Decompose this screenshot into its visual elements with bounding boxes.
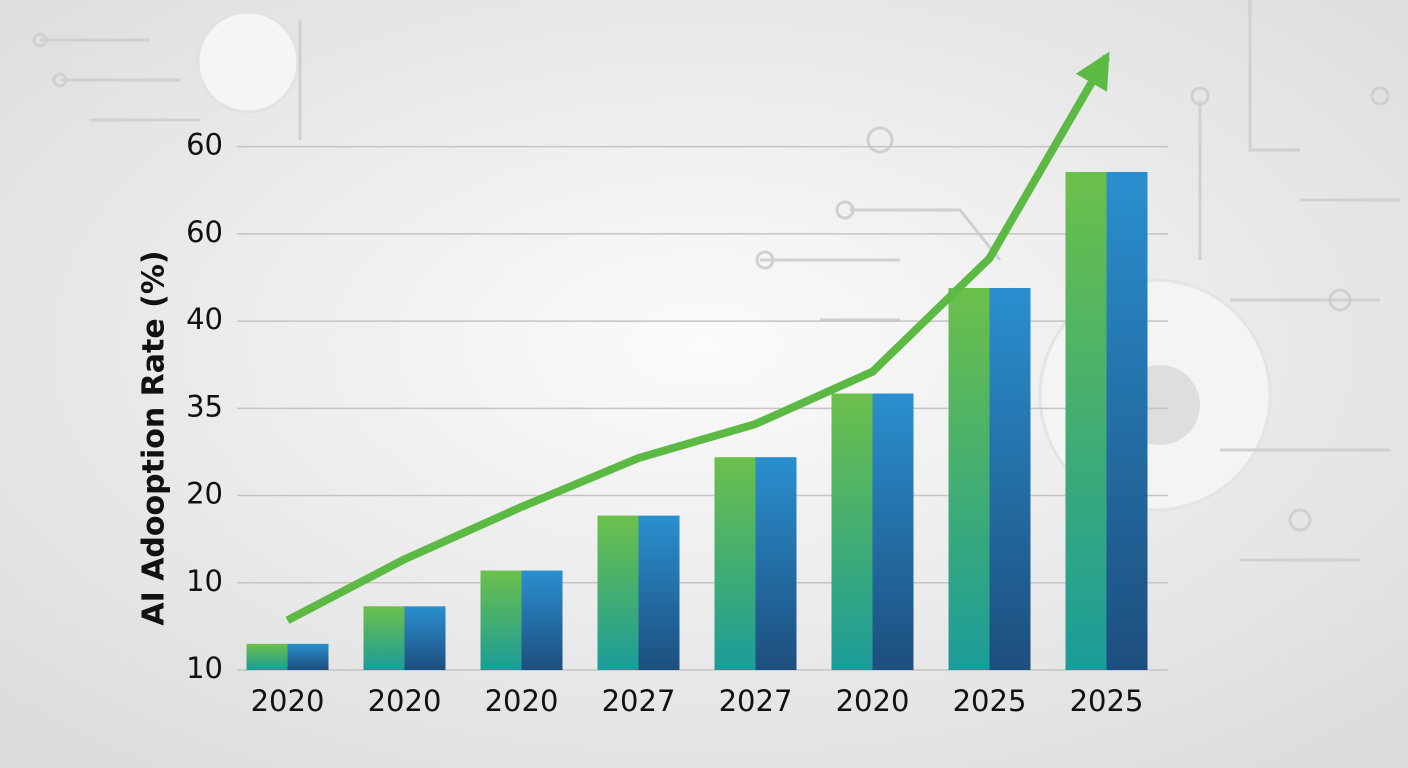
bar — [831, 393, 914, 670]
x-tick-label: 2020 — [485, 684, 559, 718]
bar — [363, 606, 446, 670]
y-axis-label: AI Adooption Rate (%) — [137, 250, 172, 625]
x-tick-label: 2027 — [719, 684, 793, 718]
bar-left-half — [948, 287, 990, 670]
y-tick-label: 10 — [186, 564, 223, 598]
bar-right-half — [521, 570, 563, 670]
bar-right-half — [287, 643, 329, 670]
bar-left-half — [597, 515, 639, 670]
bar-left-half — [1065, 171, 1107, 670]
bar — [246, 643, 329, 670]
bar-right-half — [989, 287, 1031, 670]
bar-left-half — [363, 606, 405, 670]
y-tick-label: 10 — [186, 651, 223, 685]
x-tick-label: 2020 — [836, 684, 910, 718]
y-tick-label: 35 — [186, 389, 223, 423]
bar — [480, 570, 563, 670]
bar-left-half — [480, 570, 522, 670]
bar-left-half — [831, 393, 873, 670]
x-tick-label: 2025 — [1070, 684, 1144, 718]
bar-right-half — [872, 393, 914, 670]
x-tick-label: 2020 — [251, 684, 325, 718]
y-tick-label: 60 — [186, 215, 223, 249]
bar — [597, 515, 680, 670]
x-tick-label: 2027 — [602, 684, 676, 718]
y-tick-label: 60 — [186, 128, 223, 162]
bar-left-half — [714, 457, 756, 670]
x-tick-label: 2025 — [953, 684, 1027, 718]
y-tick-label: 20 — [186, 477, 223, 511]
bar-right-half — [404, 606, 446, 670]
bar — [1065, 171, 1148, 670]
x-tick-label: 2020 — [368, 684, 442, 718]
bar — [948, 287, 1031, 670]
y-tick-label: 40 — [186, 302, 223, 336]
bar-right-half — [1106, 171, 1148, 670]
trend-line — [285, 54, 1110, 624]
bar — [714, 457, 797, 670]
arrow-head — [1075, 51, 1110, 92]
bar-right-half — [755, 457, 797, 670]
bar-right-half — [638, 515, 680, 670]
bar-left-half — [246, 643, 288, 670]
